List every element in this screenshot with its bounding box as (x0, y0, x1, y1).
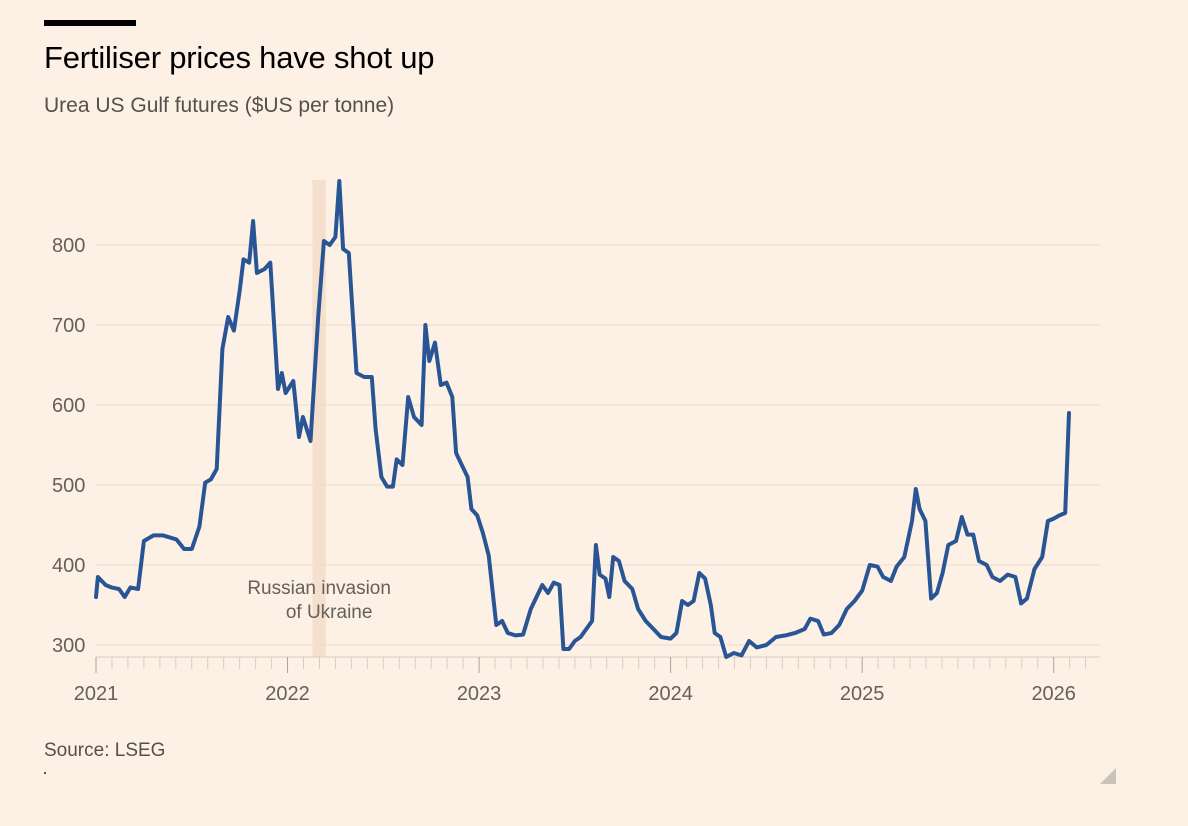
chart-subtitle: Urea US Gulf futures ($US per tonne) (44, 94, 395, 117)
chart-title: Fertiliser prices have shot up (44, 40, 435, 75)
annotation-line-2: of Ukraine (286, 602, 373, 623)
series-line (94, 179, 1071, 659)
annotation-line-1: Russian invasion (247, 578, 391, 599)
y-tick-label: 300 (52, 635, 85, 657)
x-tick-label: 2021 (74, 683, 119, 705)
x-tick-label: 2024 (648, 683, 693, 705)
y-tick-label: 600 (52, 395, 85, 417)
y-tick-label: 400 (52, 555, 85, 577)
x-tick-label: 2022 (265, 683, 310, 705)
x-tick-label: 2026 (1031, 683, 1076, 705)
y-tick-label: 700 (52, 315, 85, 337)
x-tick-label: 2025 (840, 683, 885, 705)
x-tick-label: 2023 (457, 683, 502, 705)
source-note: Source: LSEG (44, 740, 166, 761)
footnote-dot (44, 772, 46, 774)
resize-corner-icon (1100, 768, 1116, 784)
y-tick-label: 500 (52, 475, 85, 497)
invasion-shade (312, 180, 326, 657)
title-accent-bar (44, 20, 136, 26)
y-tick-label: 800 (52, 235, 85, 257)
